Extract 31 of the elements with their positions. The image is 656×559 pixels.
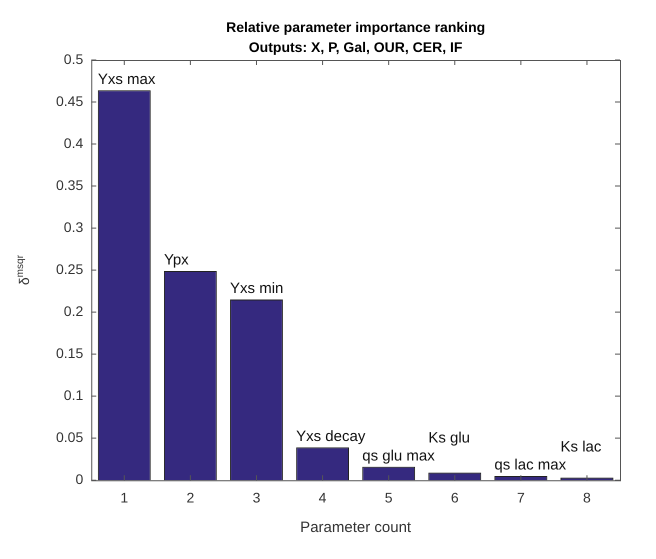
y-tick-label: 0.15	[56, 345, 84, 361]
y-tick-label: 0	[75, 471, 84, 488]
annotation: Yxs max	[98, 70, 156, 88]
chart-title: Relative parameter importance ranking	[226, 19, 486, 35]
y-tick-label: 0.1	[64, 387, 84, 404]
annotation: qs glu max	[362, 447, 436, 464]
annotation: Ks lac	[560, 438, 602, 456]
y-tick-label: 0.25	[56, 260, 84, 277]
annotation: qs lac max	[494, 456, 567, 474]
annotation: Yxs decay	[296, 428, 366, 446]
y-tick-label: 0.2	[64, 302, 84, 319]
x-tick-label: 1	[120, 489, 128, 506]
annotation: Ypx	[164, 252, 190, 269]
annotation: Yxs min	[230, 280, 284, 298]
x-tick-label: 6	[450, 489, 459, 506]
x-tick-label: 8	[583, 489, 592, 506]
x-tick-label: 7	[516, 489, 525, 506]
y-tick-label: 0.45	[56, 92, 84, 109]
y-tick-label: 0.5	[64, 50, 84, 67]
y-tick-label: 0.4	[64, 134, 84, 151]
y-axis-title: δmsqr	[15, 254, 32, 286]
x-tick-label: 5	[384, 489, 393, 506]
y-tick-label: 0.05	[56, 429, 84, 446]
y-tick-label: 0.35	[56, 176, 84, 193]
x-tick-label: 2	[186, 489, 194, 506]
x-tick-label: 4	[318, 489, 327, 506]
chart-subtitle: Outputs: X, P, Gal, OUR, CER, IF	[248, 39, 463, 55]
y-tick-label: 0.3	[64, 218, 84, 235]
x-tick-label: 3	[252, 489, 261, 506]
annotation: Ks glu	[428, 429, 470, 446]
x-axis-title: Parameter count	[300, 519, 412, 536]
